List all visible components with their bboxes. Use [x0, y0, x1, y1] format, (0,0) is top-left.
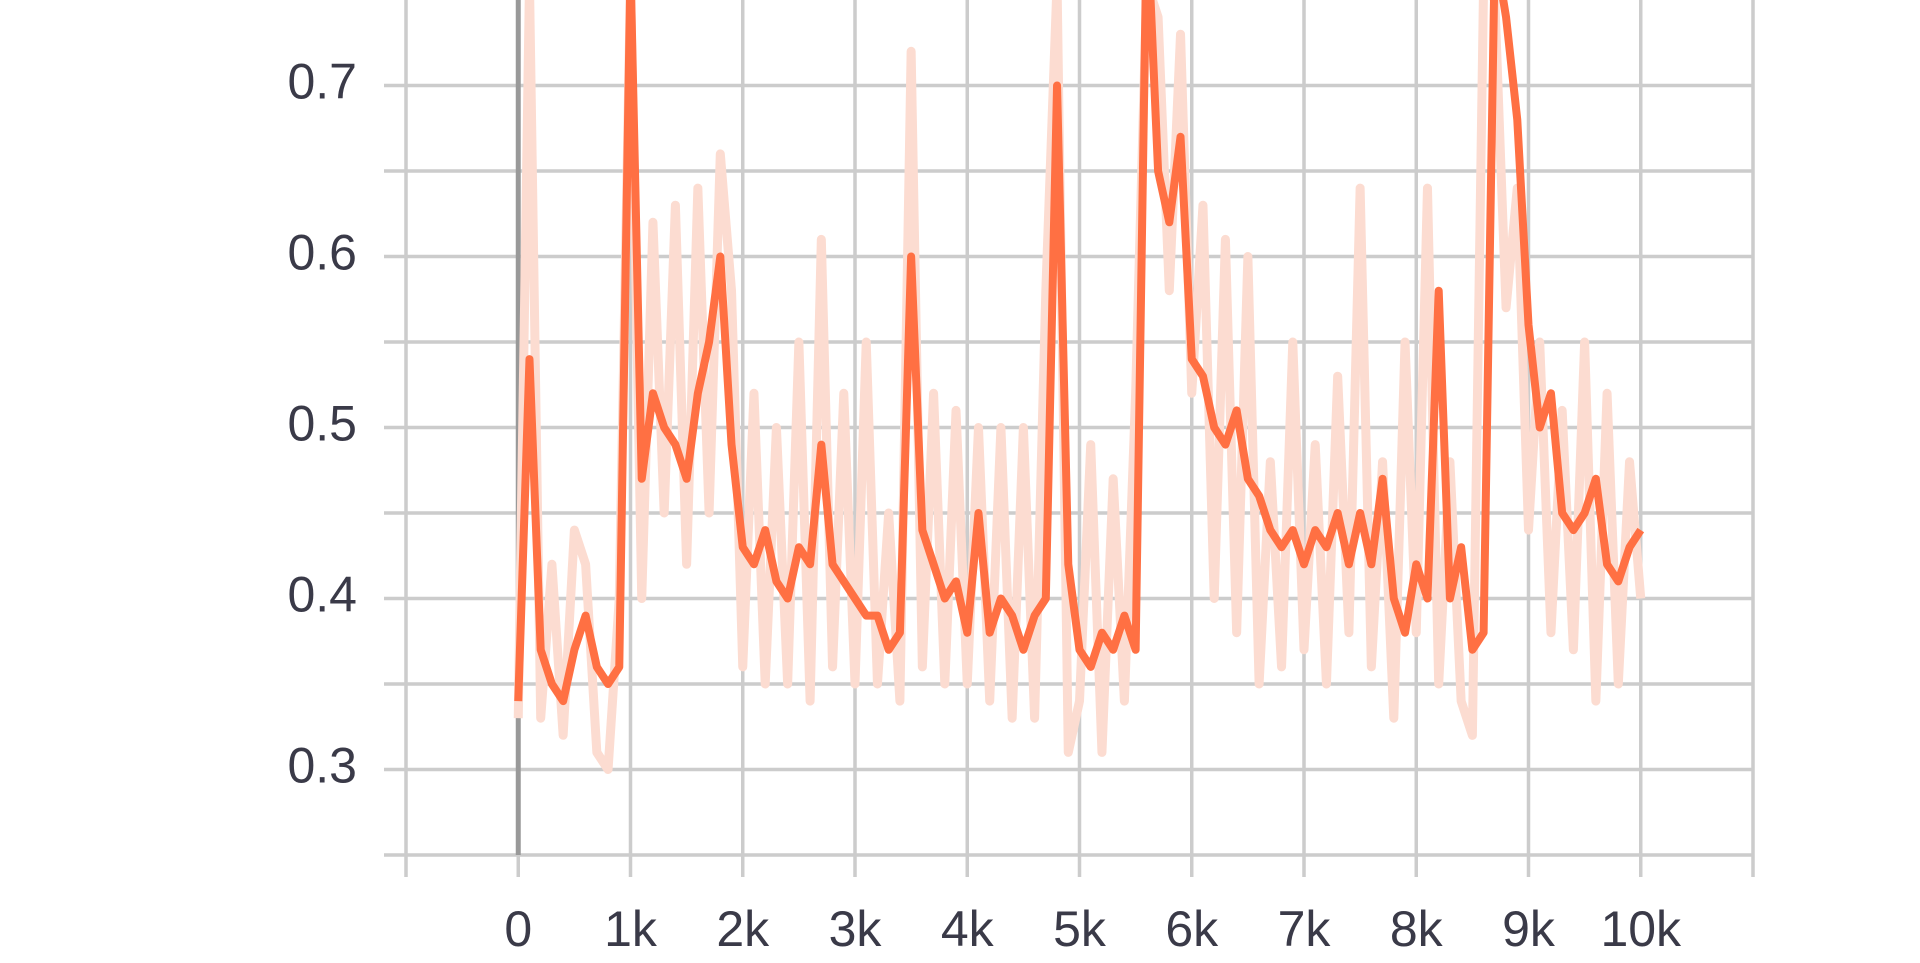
y-tick-label: 0.4: [287, 567, 357, 623]
tick-labels: 0.3 0.4 0.5 0.6 0.7 0 1k 2k 3k 4k 5k 6k 7k 8k 9k 10k: [287, 54, 1682, 958]
plot-area: [513, 0, 1646, 774]
y-tick-label: 0.5: [287, 396, 357, 452]
x-tick-label: 10k: [1600, 901, 1682, 957]
x-tick-label: 7k: [1278, 901, 1332, 957]
x-tick-label: 2k: [716, 901, 770, 957]
x-tick-label: 6k: [1165, 901, 1219, 957]
y-tick-label: 0.7: [287, 54, 357, 110]
raw-line: [513, 0, 1646, 774]
x-tick-label: 0: [504, 901, 532, 957]
y-tick-label: 0.3: [287, 738, 357, 794]
smoothed-line: [514, 0, 1645, 706]
x-tick-label: 4k: [941, 901, 995, 957]
x-tick-label: 5k: [1053, 901, 1107, 957]
x-tick-label: 3k: [829, 901, 883, 957]
x-tick-label: 1k: [604, 901, 658, 957]
y-tick-label: 0.6: [287, 225, 357, 281]
x-tick-label: 9k: [1502, 901, 1556, 957]
x-tick-label: 8k: [1390, 901, 1444, 957]
